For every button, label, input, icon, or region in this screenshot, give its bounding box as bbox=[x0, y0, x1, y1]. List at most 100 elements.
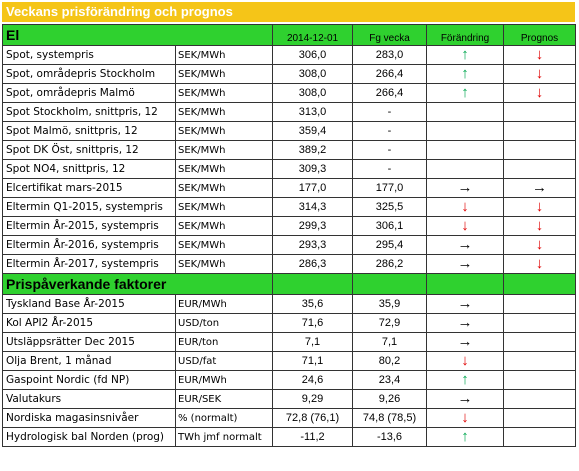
forecast-arrow-cell bbox=[503, 427, 577, 447]
arrow-right-icon: → bbox=[457, 295, 473, 312]
arrow-right-icon: → bbox=[457, 236, 473, 253]
row-unit: SEK/MWh bbox=[174, 216, 274, 236]
row-prev-week: 72,9 bbox=[352, 313, 428, 333]
change-arrow-cell bbox=[426, 159, 505, 179]
row-prev-week: - bbox=[352, 159, 428, 179]
row-prev-week: 9,26 bbox=[352, 389, 428, 409]
row-unit: SEK/MWh bbox=[174, 83, 274, 103]
row-prev-week: 266,4 bbox=[352, 83, 428, 103]
forecast-arrow-cell bbox=[503, 102, 577, 122]
row-value: 293,3 bbox=[272, 235, 354, 255]
row-value: 24,6 bbox=[272, 370, 354, 390]
row-name: Tyskland Base År-2015 bbox=[2, 294, 176, 314]
arrow-down-icon: ↓ bbox=[461, 217, 469, 234]
arrow-down-icon: ↓ bbox=[535, 198, 544, 215]
column-header-change: Förändring bbox=[426, 24, 505, 46]
section-title: El bbox=[1, 24, 274, 46]
arrow-down-icon: ↓ bbox=[461, 409, 469, 426]
table-row: Spot Malmö, snittpris, 12 SEK/MWh 359,4- bbox=[2, 121, 577, 141]
row-prev-week: 23,4 bbox=[352, 370, 428, 390]
table-row: Hydrologisk bal Norden (prog) TWh jmf nor… bbox=[2, 427, 577, 447]
table-row: Utsläppsrätter Dec 2015 EUR/ton 7,1 7,1 → bbox=[2, 332, 577, 352]
table-row: Gaspoint Nordic (fd NP) EUR/MWh 24,6 23,4 ↑ bbox=[2, 370, 577, 390]
forecast-arrow-cell bbox=[503, 389, 577, 409]
table-row: Eltermin År-2016, systempris SEK/MWh 293,3… bbox=[2, 235, 577, 255]
row-value: 71,1 bbox=[272, 351, 354, 371]
column-header-date: 2014-12-01 bbox=[272, 24, 354, 46]
row-unit: SEK/MWh bbox=[174, 45, 274, 65]
forecast-arrow-cell: ↓ bbox=[503, 64, 577, 84]
row-value: 7,1 bbox=[272, 332, 354, 352]
row-unit: TWh jmf normalt bbox=[174, 427, 274, 447]
row-unit: SEK/MWh bbox=[174, 102, 274, 122]
row-value: 359,4 bbox=[272, 121, 354, 141]
row-unit: SEK/MWh bbox=[174, 159, 274, 179]
change-arrow-cell: ↑ bbox=[426, 427, 505, 447]
change-arrow-cell bbox=[426, 121, 505, 141]
table-row: Tyskland Base År-2015 EUR/MWh 35,6 35,9 → bbox=[2, 294, 577, 314]
row-prev-week: - bbox=[352, 102, 428, 122]
row-unit: EUR/MWh bbox=[174, 294, 274, 314]
forecast-arrow-cell: ↓ bbox=[503, 45, 577, 65]
forecast-arrow-cell: ↓ bbox=[503, 235, 577, 255]
change-arrow-cell: → bbox=[426, 332, 505, 352]
arrow-right-icon: → bbox=[457, 179, 473, 196]
row-prev-week: 35,9 bbox=[352, 294, 428, 314]
row-name: Spot, systempris bbox=[2, 45, 176, 65]
section-header: El 2014-12-01 Fg vecka Förändring Prognos bbox=[1, 24, 577, 46]
change-arrow-cell: → bbox=[426, 313, 505, 333]
row-name: Olja Brent, 1 månad bbox=[2, 351, 176, 371]
forecast-arrow-cell bbox=[503, 351, 577, 371]
arrow-right-icon: → bbox=[457, 255, 473, 272]
change-arrow-cell: → bbox=[426, 389, 505, 409]
arrow-up-icon: ↑ bbox=[461, 46, 469, 63]
row-name: Utsläppsrätter Dec 2015 bbox=[2, 332, 176, 352]
table-row: Spot Stockholm, snittpris, 12 SEK/MWh 313,… bbox=[2, 102, 577, 122]
forecast-arrow-cell bbox=[503, 313, 577, 333]
arrow-up-icon: ↑ bbox=[461, 428, 469, 445]
arrow-down-icon: ↓ bbox=[461, 352, 469, 369]
row-prev-week: 74,8 (78,5) bbox=[352, 408, 428, 428]
row-value: 9,29 bbox=[272, 389, 354, 409]
row-unit: % (normalt) bbox=[174, 408, 274, 428]
row-value: 286,3 bbox=[272, 254, 354, 274]
table-row: Kol API2 År-2015 USD/ton 71,6 72,9 → bbox=[2, 313, 577, 333]
forecast-arrow-cell bbox=[503, 370, 577, 390]
row-unit: SEK/MWh bbox=[174, 140, 274, 160]
arrow-down-icon: ↓ bbox=[535, 255, 544, 272]
row-prev-week: 286,2 bbox=[352, 254, 428, 274]
row-unit: SEK/MWh bbox=[174, 178, 274, 198]
row-name: Gaspoint Nordic (fd NP) bbox=[2, 370, 176, 390]
table-row: Eltermin År-2017, systempris SEK/MWh 286,3… bbox=[2, 254, 577, 274]
row-name: Spot Stockholm, snittpris, 12 bbox=[2, 102, 176, 122]
forecast-arrow-cell bbox=[503, 121, 577, 141]
row-prev-week: - bbox=[352, 140, 428, 160]
table-row: Valutakurs EUR/SEK 9,29 9,26 → bbox=[2, 389, 577, 409]
arrow-up-icon: ↑ bbox=[461, 84, 469, 101]
column-header-forecast: Prognos bbox=[503, 24, 577, 46]
row-unit: SEK/MWh bbox=[174, 235, 274, 255]
change-arrow-cell: ↑ bbox=[426, 45, 505, 65]
arrow-up-icon: ↑ bbox=[461, 65, 469, 82]
forecast-arrow-cell bbox=[503, 408, 577, 428]
change-arrow-cell: → bbox=[426, 178, 505, 198]
row-name: Spot DK Öst, snittpris, 12 bbox=[2, 140, 176, 160]
column-header-date bbox=[272, 273, 354, 295]
arrow-down-icon: ↓ bbox=[535, 217, 544, 234]
row-name: Spot, områdepris Malmö bbox=[2, 83, 176, 103]
arrow-down-icon: ↓ bbox=[535, 236, 544, 253]
row-unit: SEK/MWh bbox=[174, 64, 274, 84]
table-row: Spot, systempris SEK/MWh 306,0 283,0 ↑ ↓ bbox=[2, 45, 577, 65]
row-name: Kol API2 År-2015 bbox=[2, 313, 176, 333]
table-row: Eltermin År-2015, systempris SEK/MWh 299,3… bbox=[2, 216, 577, 236]
row-name: Spot NO4, snittpris, 12 bbox=[2, 159, 176, 179]
row-value: 308,0 bbox=[272, 83, 354, 103]
forecast-arrow-cell bbox=[503, 294, 577, 314]
row-prev-week: 80,2 bbox=[352, 351, 428, 371]
row-name: Eltermin År-2015, systempris bbox=[2, 216, 176, 236]
table-row: Eltermin Q1-2015, systempris SEK/MWh 314,3… bbox=[2, 197, 577, 217]
row-value: 306,0 bbox=[272, 45, 354, 65]
row-value: 389,2 bbox=[272, 140, 354, 160]
row-unit: USD/ton bbox=[174, 313, 274, 333]
forecast-arrow-cell: ↓ bbox=[503, 197, 577, 217]
